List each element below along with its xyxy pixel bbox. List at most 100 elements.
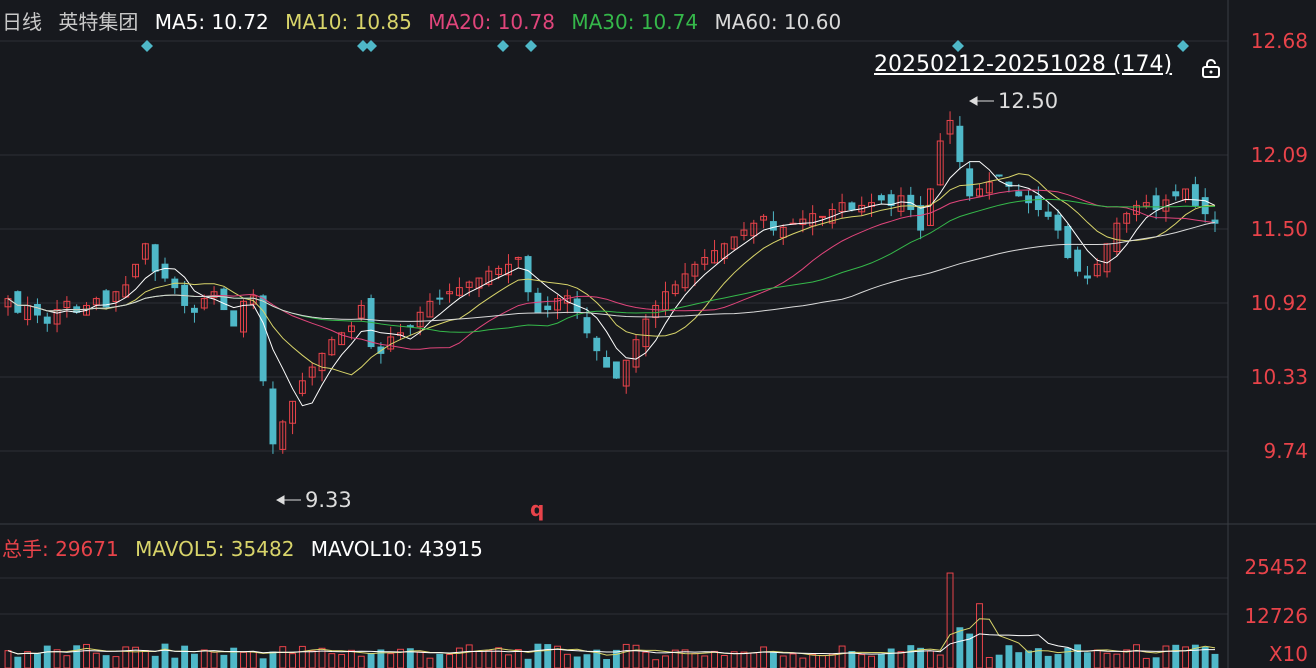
mavol5-line [7, 618, 1216, 657]
candle [671, 284, 679, 295]
candle [240, 300, 247, 333]
volume-layer [4, 572, 1219, 668]
volume-bar [505, 654, 512, 668]
candle [681, 273, 689, 289]
candle [1123, 213, 1131, 224]
candle [642, 318, 650, 348]
candle [514, 256, 522, 260]
candle [917, 205, 925, 231]
volume-bar [1113, 653, 1121, 668]
ma10-line [7, 173, 1215, 376]
volume-bar [230, 647, 238, 668]
volume-bar [593, 649, 601, 668]
volume-bar [1123, 649, 1131, 668]
ma-lines-layer [7, 161, 1216, 407]
candle [269, 388, 277, 445]
ma10-legend: MA10: 10.85 [285, 10, 412, 34]
y-tick-label: 12.68 [1250, 29, 1308, 53]
volume-bar [858, 654, 866, 668]
ma-legend: 日线 英特集团 MA5: 10.72 MA10: 10.85 MA20: 10.… [2, 6, 851, 35]
volume-bar [887, 648, 895, 668]
event-diamond-icon[interactable] [141, 40, 153, 52]
volume-bar [24, 651, 32, 668]
mavol10-legend: MAVOL10: 43915 [310, 537, 483, 561]
y-tick-label: 10.92 [1250, 291, 1308, 315]
event-diamond-icon[interactable] [525, 40, 537, 52]
event-markers[interactable] [141, 40, 1189, 52]
volume-bar [1162, 645, 1170, 668]
volume-bar [946, 572, 954, 668]
candle [455, 287, 463, 296]
volume-bar [485, 650, 493, 668]
volume-bar [554, 645, 561, 668]
candle [63, 300, 71, 308]
volume-bar [1152, 657, 1160, 668]
event-diamond-icon[interactable] [1177, 40, 1189, 52]
event-diamond-icon[interactable] [497, 40, 509, 52]
candle [897, 195, 905, 212]
candle [583, 317, 591, 334]
candle [495, 267, 503, 275]
volume-bar [259, 658, 267, 668]
ma60-legend: MA60: 10.60 [714, 10, 842, 34]
grid-lines [0, 40, 1228, 615]
volume-bar [769, 652, 777, 668]
candle [622, 359, 630, 387]
candle [200, 298, 208, 309]
candle [1064, 226, 1072, 258]
volume-bar [1054, 654, 1062, 668]
volume-bar [367, 652, 375, 668]
candle [612, 361, 620, 379]
volume-bar [848, 650, 856, 668]
candle [691, 263, 699, 277]
volume-bar [416, 651, 424, 668]
volume-bar [642, 651, 650, 668]
volume-bar [622, 643, 630, 668]
candle [465, 281, 473, 288]
candle [298, 380, 306, 394]
period-label: 日线 [2, 10, 42, 34]
volume-bar [838, 645, 846, 668]
volume-bar [308, 650, 316, 668]
candles-layer [4, 111, 1219, 454]
volume-bar [63, 655, 71, 668]
candle [995, 174, 1003, 177]
candle [544, 305, 552, 311]
candle [946, 119, 954, 135]
date-range-selector[interactable]: 20250212-20251028 (174) [874, 52, 1173, 77]
event-diamond-icon[interactable] [952, 40, 964, 52]
volume-bar [907, 645, 915, 668]
lock-icon[interactable] [1200, 58, 1222, 78]
event-diamond-icon[interactable] [365, 40, 377, 52]
candle [141, 243, 149, 260]
volume-bar [338, 654, 346, 668]
extreme-arrows [275, 96, 994, 505]
volume-bar [691, 653, 699, 668]
volume-bar [357, 655, 365, 668]
candle [112, 291, 120, 303]
volume-bar [298, 645, 306, 668]
volume-bar [995, 654, 1003, 668]
candle [289, 400, 297, 424]
volume-bar [819, 655, 826, 668]
volume-bar [1133, 644, 1140, 668]
volume-bar [1142, 657, 1150, 668]
event-diamond-icon[interactable] [357, 40, 369, 52]
volume-bar [799, 657, 807, 668]
volume-bar [534, 643, 542, 668]
volume-bar [1044, 655, 1052, 668]
candle [1113, 222, 1121, 252]
candle [1044, 211, 1052, 217]
volume-bar [210, 651, 218, 668]
volume-bar [122, 646, 130, 668]
candle [701, 256, 709, 265]
volume-bar [141, 650, 149, 668]
volume-bar [387, 653, 395, 668]
candle [43, 316, 51, 324]
volume-unit-label: X10 [1268, 642, 1308, 666]
candle [819, 215, 826, 218]
high-price-label: 12.50 [998, 89, 1059, 113]
volume-bar [1015, 652, 1023, 668]
volume-bar [760, 646, 768, 668]
